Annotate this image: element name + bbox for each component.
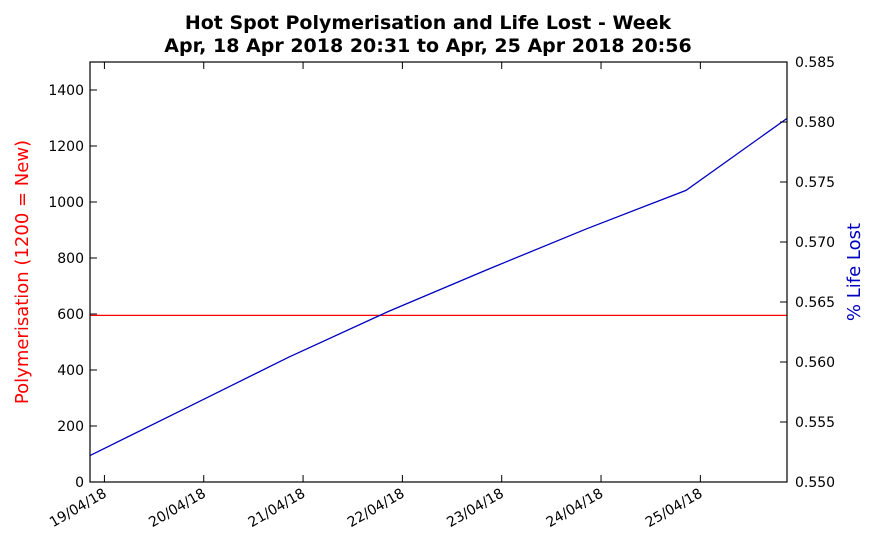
plot-frame [89, 61, 788, 483]
chart-subtitle: Apr, 18 Apr 2018 20:31 to Apr, 25 Apr 20… [164, 35, 691, 57]
series-line-life-lost [89, 117, 788, 457]
x-tick-label: 24/04/18 [544, 486, 606, 531]
left-axis-label: Polymerisation (1200 = New) [12, 140, 33, 404]
left-tick-label: 200 [57, 419, 84, 435]
right-tick-label: 0.550 [795, 475, 835, 491]
left-tick-label: 0 [75, 475, 84, 491]
right-tick-label: 0.575 [795, 175, 835, 191]
right-axis-label: % Life Lost [844, 223, 865, 321]
left-tick-label: 1000 [48, 195, 84, 211]
left-tick-label: 400 [57, 363, 84, 379]
right-tick-label: 0.560 [795, 355, 835, 371]
x-axis-ticks: 19/04/18 20/04/18 21/04/18 22/04/18 23/04/18… [47, 62, 705, 531]
series-layer [89, 117, 788, 457]
right-axis-ticks: 0.550 0.555 0.560 0.565 0.570 0.575 0.580 0.585 [780, 55, 835, 491]
left-tick-label: 1400 [48, 83, 84, 99]
right-tick-label: 0.580 [795, 115, 835, 131]
right-tick-label: 0.585 [795, 55, 835, 71]
x-tick-label: 19/04/18 [47, 486, 109, 531]
right-tick-label: 0.570 [795, 235, 835, 251]
left-tick-label: 1200 [48, 139, 84, 155]
x-tick-label: 20/04/18 [146, 486, 208, 531]
left-axis-ticks: 0 200 400 600 800 1000 1200 1400 [48, 83, 97, 491]
x-tick-label: 25/04/18 [643, 486, 705, 531]
left-tick-label: 800 [57, 251, 84, 267]
x-tick-label: 22/04/18 [345, 486, 407, 531]
left-tick-label: 600 [57, 307, 84, 323]
x-tick-label: 21/04/18 [246, 486, 308, 531]
right-tick-label: 0.565 [795, 295, 835, 311]
x-tick-label: 23/04/18 [444, 486, 506, 531]
chart-title: Hot Spot Polymerisation and Life Lost - … [185, 12, 672, 34]
right-tick-label: 0.555 [795, 415, 835, 431]
